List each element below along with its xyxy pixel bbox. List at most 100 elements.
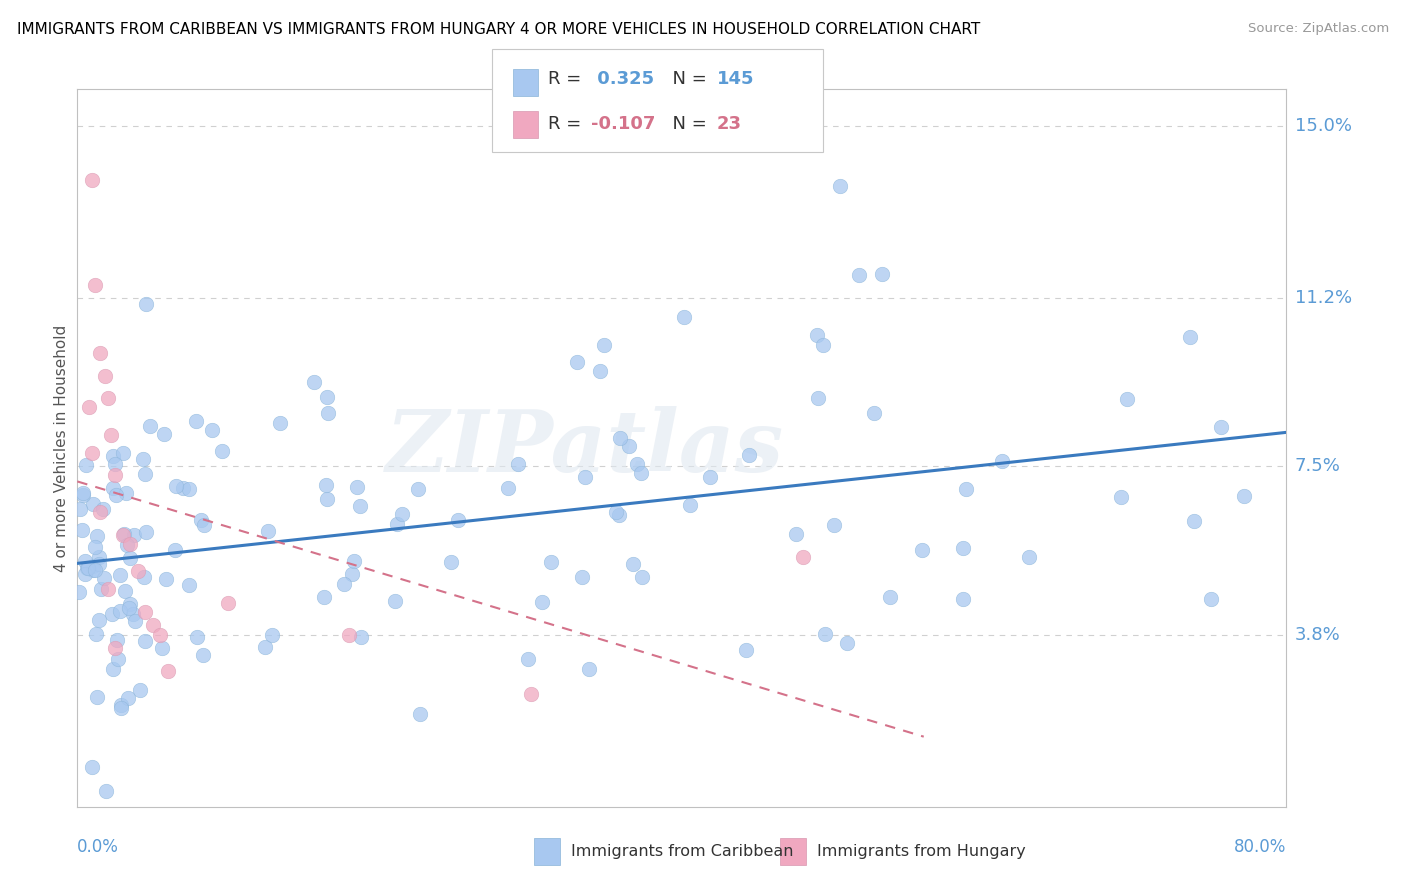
Point [138,419,160,434]
Point [134,633,156,648]
Point [86,528,108,542]
Point [77,561,100,575]
Point [567,355,589,369]
Point [108,604,131,618]
Point [120,536,142,550]
Point [571,570,593,584]
Point [673,310,696,324]
Point [82,497,104,511]
Point [96,391,118,405]
Point [86,690,108,705]
Point [679,498,702,512]
Point [129,682,152,697]
Point [101,449,124,463]
Point [391,508,413,522]
Point [520,687,543,701]
Point [75,458,97,472]
Point [589,364,612,378]
Point [218,596,240,610]
Point [574,469,596,483]
Point [112,527,135,541]
Point [316,406,339,420]
Point [262,628,284,642]
Text: Source: ZipAtlas.com: Source: ZipAtlas.com [1249,22,1389,36]
Point [96,582,118,596]
Point [605,506,627,520]
Point [734,643,756,657]
Point [134,467,156,481]
Point [828,178,851,193]
Point [107,633,129,648]
Point [107,652,129,666]
Point [134,605,156,619]
Text: N =: N = [661,70,713,87]
Point [103,482,125,496]
Point [82,760,104,774]
Point [177,482,200,496]
Y-axis label: 4 or more Vehicles in Household: 4 or more Vehicles in Household [53,325,69,572]
Point [193,518,215,533]
Point [256,524,278,538]
Text: 7.5%: 7.5% [1295,458,1341,475]
Point [498,481,520,495]
Point [835,636,858,650]
Point [67,585,90,599]
Point [1184,514,1206,528]
Point [617,439,640,453]
Text: 0.325: 0.325 [591,70,654,87]
Point [631,570,654,584]
Point [315,491,337,506]
Point [814,627,837,641]
Point [120,551,142,566]
Text: R =: R = [548,115,588,133]
Point [406,482,429,496]
Text: IMMIGRANTS FROM CARIBBEAN VS IMMIGRANTS FROM HUNGARY 4 OR MORE VEHICLES IN HOUSE: IMMIGRANTS FROM CARIBBEAN VS IMMIGRANTS … [17,22,980,37]
Point [609,431,631,445]
Point [312,590,335,604]
Point [806,327,828,342]
Point [72,488,94,502]
Point [82,563,104,577]
Text: 145: 145 [717,70,755,87]
Point [699,470,721,484]
Point [738,448,761,462]
Point [111,446,134,460]
Point [103,662,125,676]
Point [76,560,98,574]
Point [990,454,1012,468]
Text: 23: 23 [717,115,742,133]
Point [72,523,94,537]
Point [531,595,554,609]
Point [592,338,614,352]
Point [104,468,127,483]
Point [315,477,337,491]
Point [870,267,893,281]
Text: Immigrants from Caribbean: Immigrants from Caribbean [571,845,793,859]
Point [104,457,127,471]
Point [91,501,114,516]
Text: 80.0%: 80.0% [1234,838,1286,855]
Point [578,662,600,676]
Point [142,618,165,632]
Point [193,648,215,662]
Point [83,541,105,555]
Point [110,567,132,582]
Text: -0.107: -0.107 [591,115,655,133]
Point [792,550,814,565]
Point [409,706,432,721]
Point [104,641,127,656]
Point [135,297,157,311]
Point [111,527,134,541]
Point [82,173,104,187]
Point [79,401,101,415]
Point [96,784,118,798]
Point [86,627,108,641]
Point [337,627,360,641]
Text: 11.2%: 11.2% [1295,289,1353,307]
Point [350,631,373,645]
Point [110,698,132,713]
Point [626,457,648,471]
Text: Immigrants from Hungary: Immigrants from Hungary [817,845,1025,859]
Point [879,591,901,605]
Point [165,479,187,493]
